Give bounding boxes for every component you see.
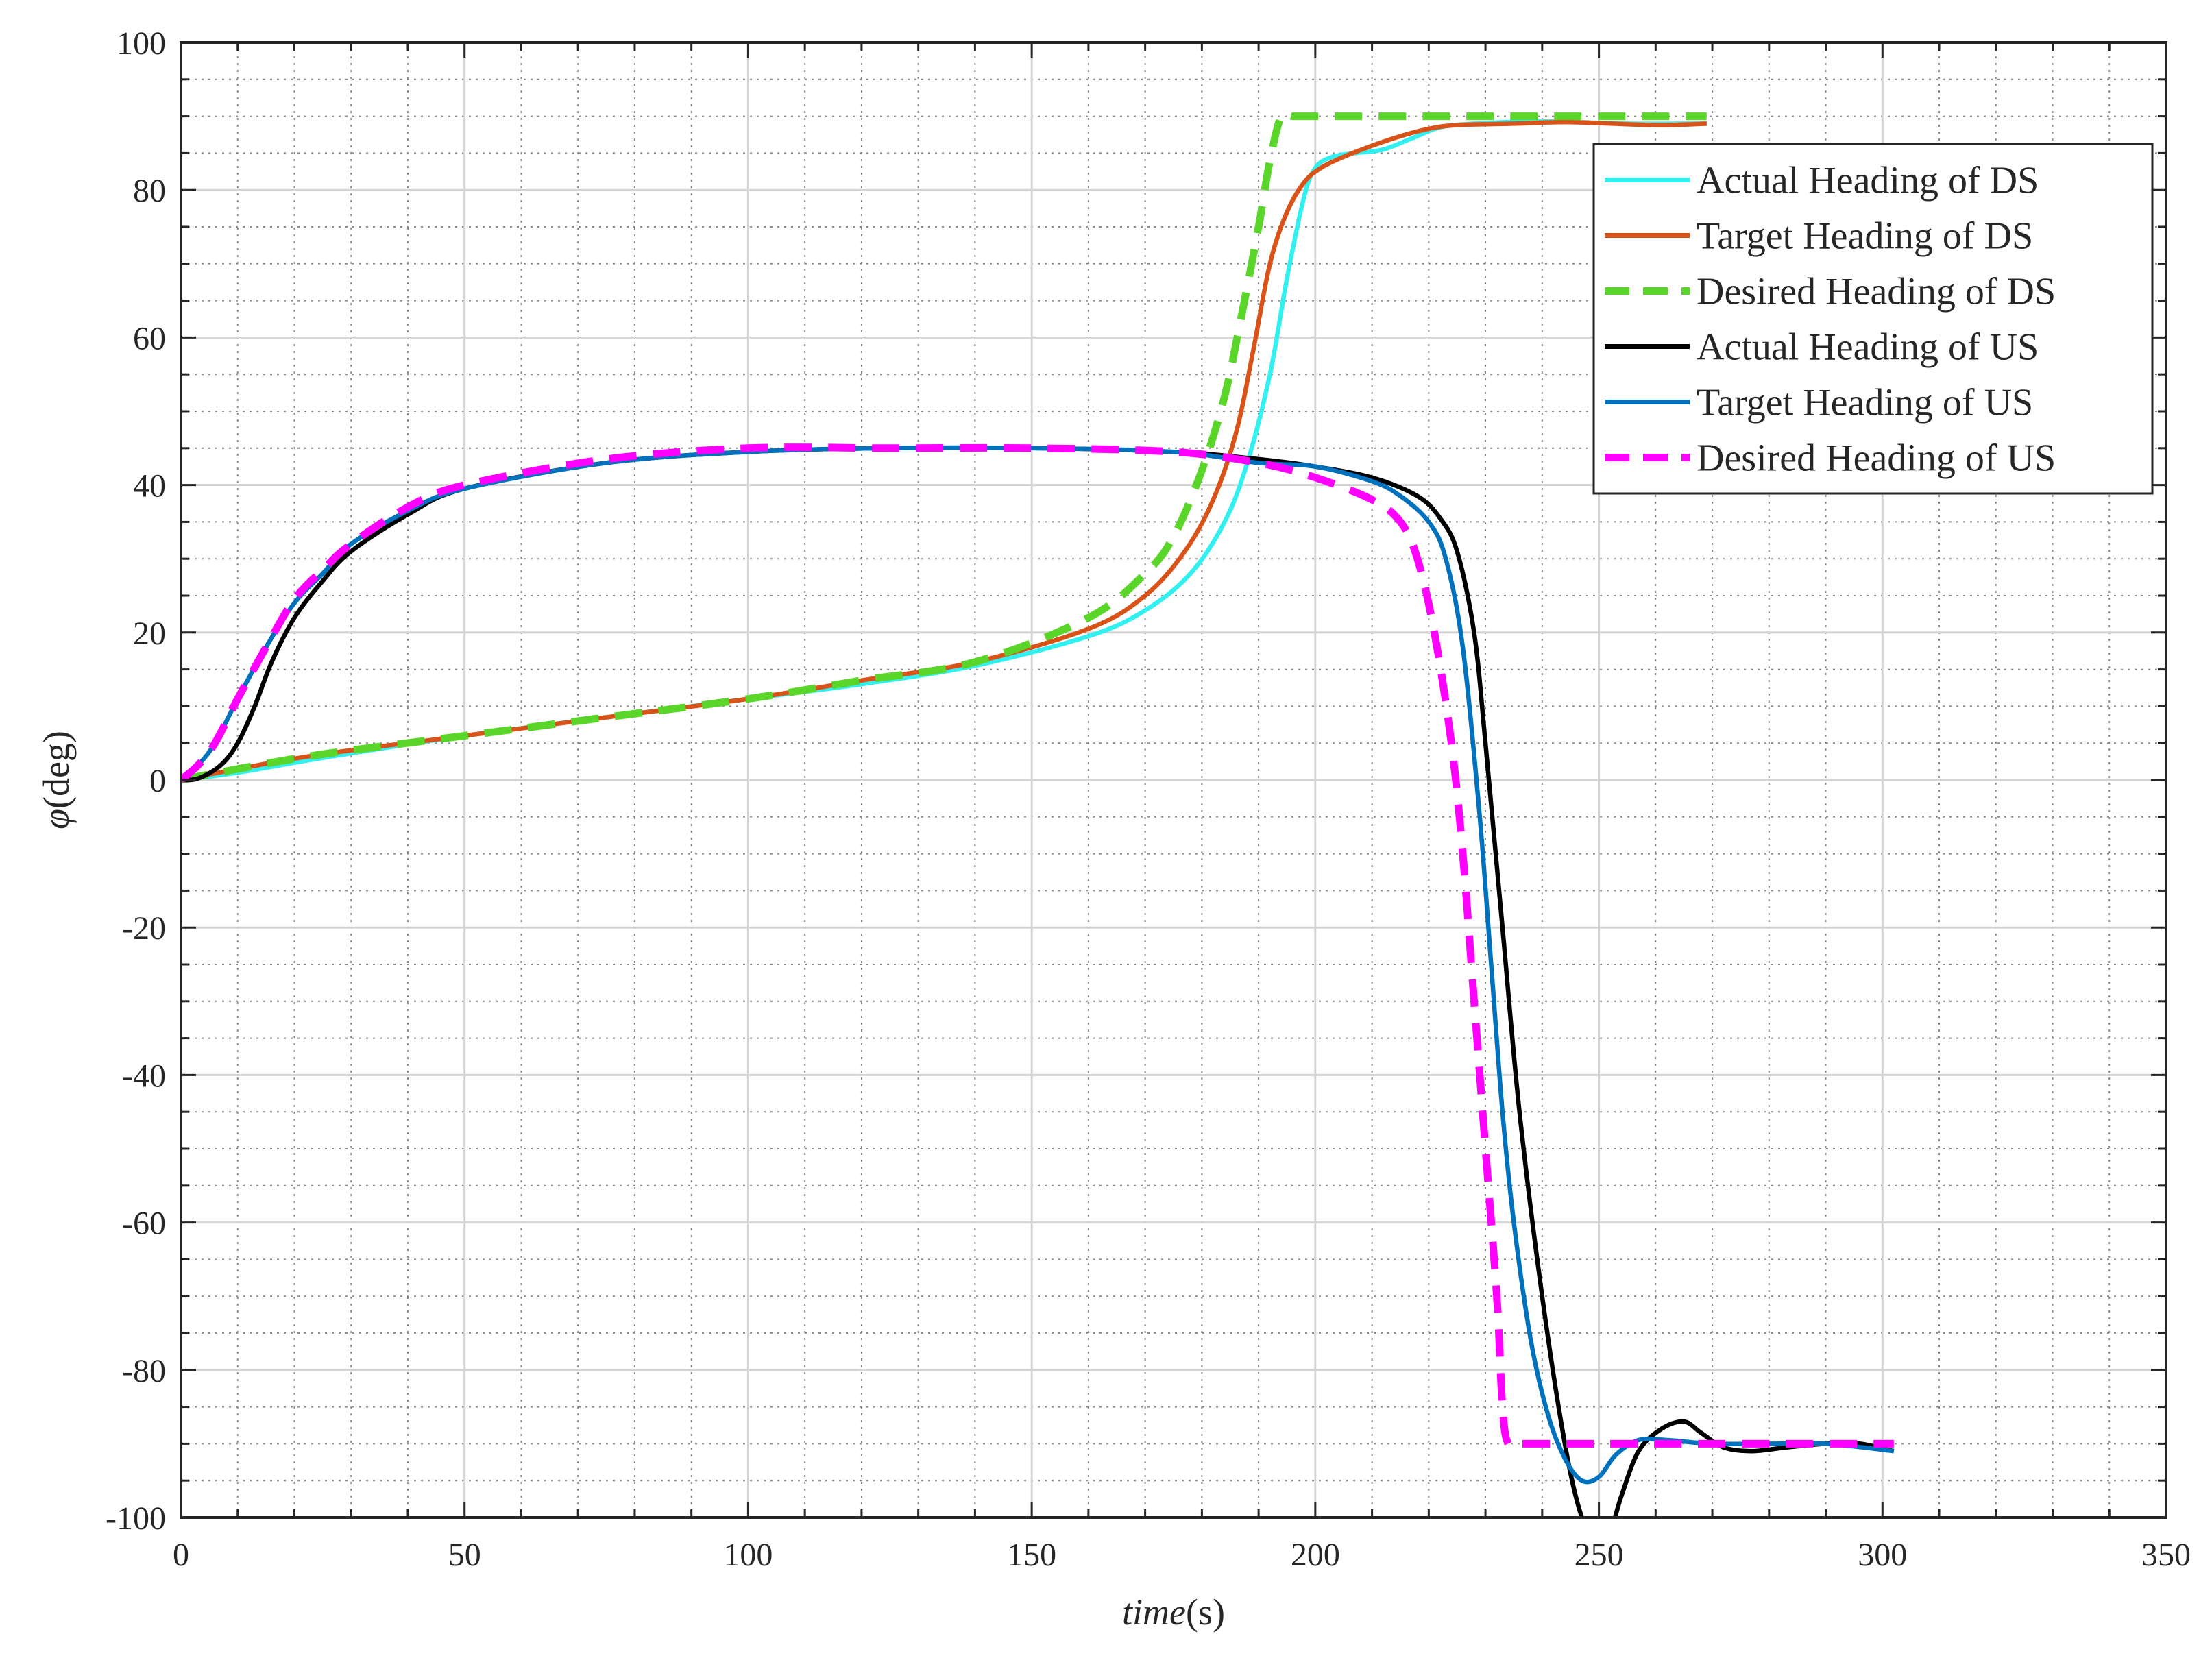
y-axis-label-unit: (deg) [36, 731, 77, 809]
series-line-desired-heading-of-us [181, 443, 1894, 1450]
y-tick-label: -80 [122, 1353, 166, 1389]
legend: Actual Heading of DS Target Heading of DS… [1592, 143, 2154, 495]
y-tick-label: -60 [122, 1206, 166, 1242]
y-tick-label: -40 [122, 1058, 166, 1094]
legend-label-actual-heading-of-us: Actual Heading of US [1697, 326, 2039, 369]
x-tick-label: 50 [448, 1537, 481, 1573]
series-line-target-heading-of-ds [181, 119, 1707, 783]
x-axis-label: time(s) [1122, 1592, 1225, 1633]
series-line-desired-heading-of-ds [181, 109, 1707, 784]
legend-label-desired-heading-of-us: Desired Heading of US [1697, 437, 2056, 480]
y-axis-label: φ(deg) [36, 731, 77, 829]
y-tick-label: 0 [149, 763, 166, 799]
x-axis-label-unit: (s) [1186, 1592, 1225, 1633]
x-axis-label-italic: time [1122, 1592, 1186, 1633]
legend-label-target-heading-of-us: Target Heading of US [1697, 382, 2033, 424]
y-tick-label: 100 [117, 25, 166, 62]
legend-label-desired-heading-of-ds: Desired Heading of DS [1697, 271, 2056, 313]
y-tick-label: 40 [133, 468, 166, 504]
x-tick-label: 0 [173, 1537, 189, 1573]
x-tick-label: 100 [723, 1537, 773, 1573]
x-tick-label: 350 [2141, 1537, 2191, 1573]
series-group [181, 109, 1895, 1517]
legend-label-target-heading-of-ds: Target Heading of DS [1697, 215, 2033, 258]
y-tick-label: 20 [133, 615, 166, 652]
x-tick-label: 250 [1575, 1537, 1624, 1573]
y-tick-label: 60 [133, 320, 166, 356]
x-tick-label: 150 [1007, 1537, 1056, 1573]
x-tick-label: 200 [1291, 1537, 1340, 1573]
legend-label-actual-heading-of-ds: Actual Heading of DS [1697, 160, 2039, 202]
x-tick-label: 300 [1858, 1537, 1907, 1573]
axis-ticks: 0 50 100 150 200 250 300 350 -100 -80 -60 -40 -20 0 20… [106, 25, 2191, 1573]
legend-box [1592, 143, 2154, 495]
y-axis-label-symbol: φ [36, 809, 77, 829]
y-tick-label: 80 [133, 173, 166, 209]
y-tick-label: -20 [122, 910, 166, 947]
y-tick-label: -100 [106, 1500, 166, 1537]
